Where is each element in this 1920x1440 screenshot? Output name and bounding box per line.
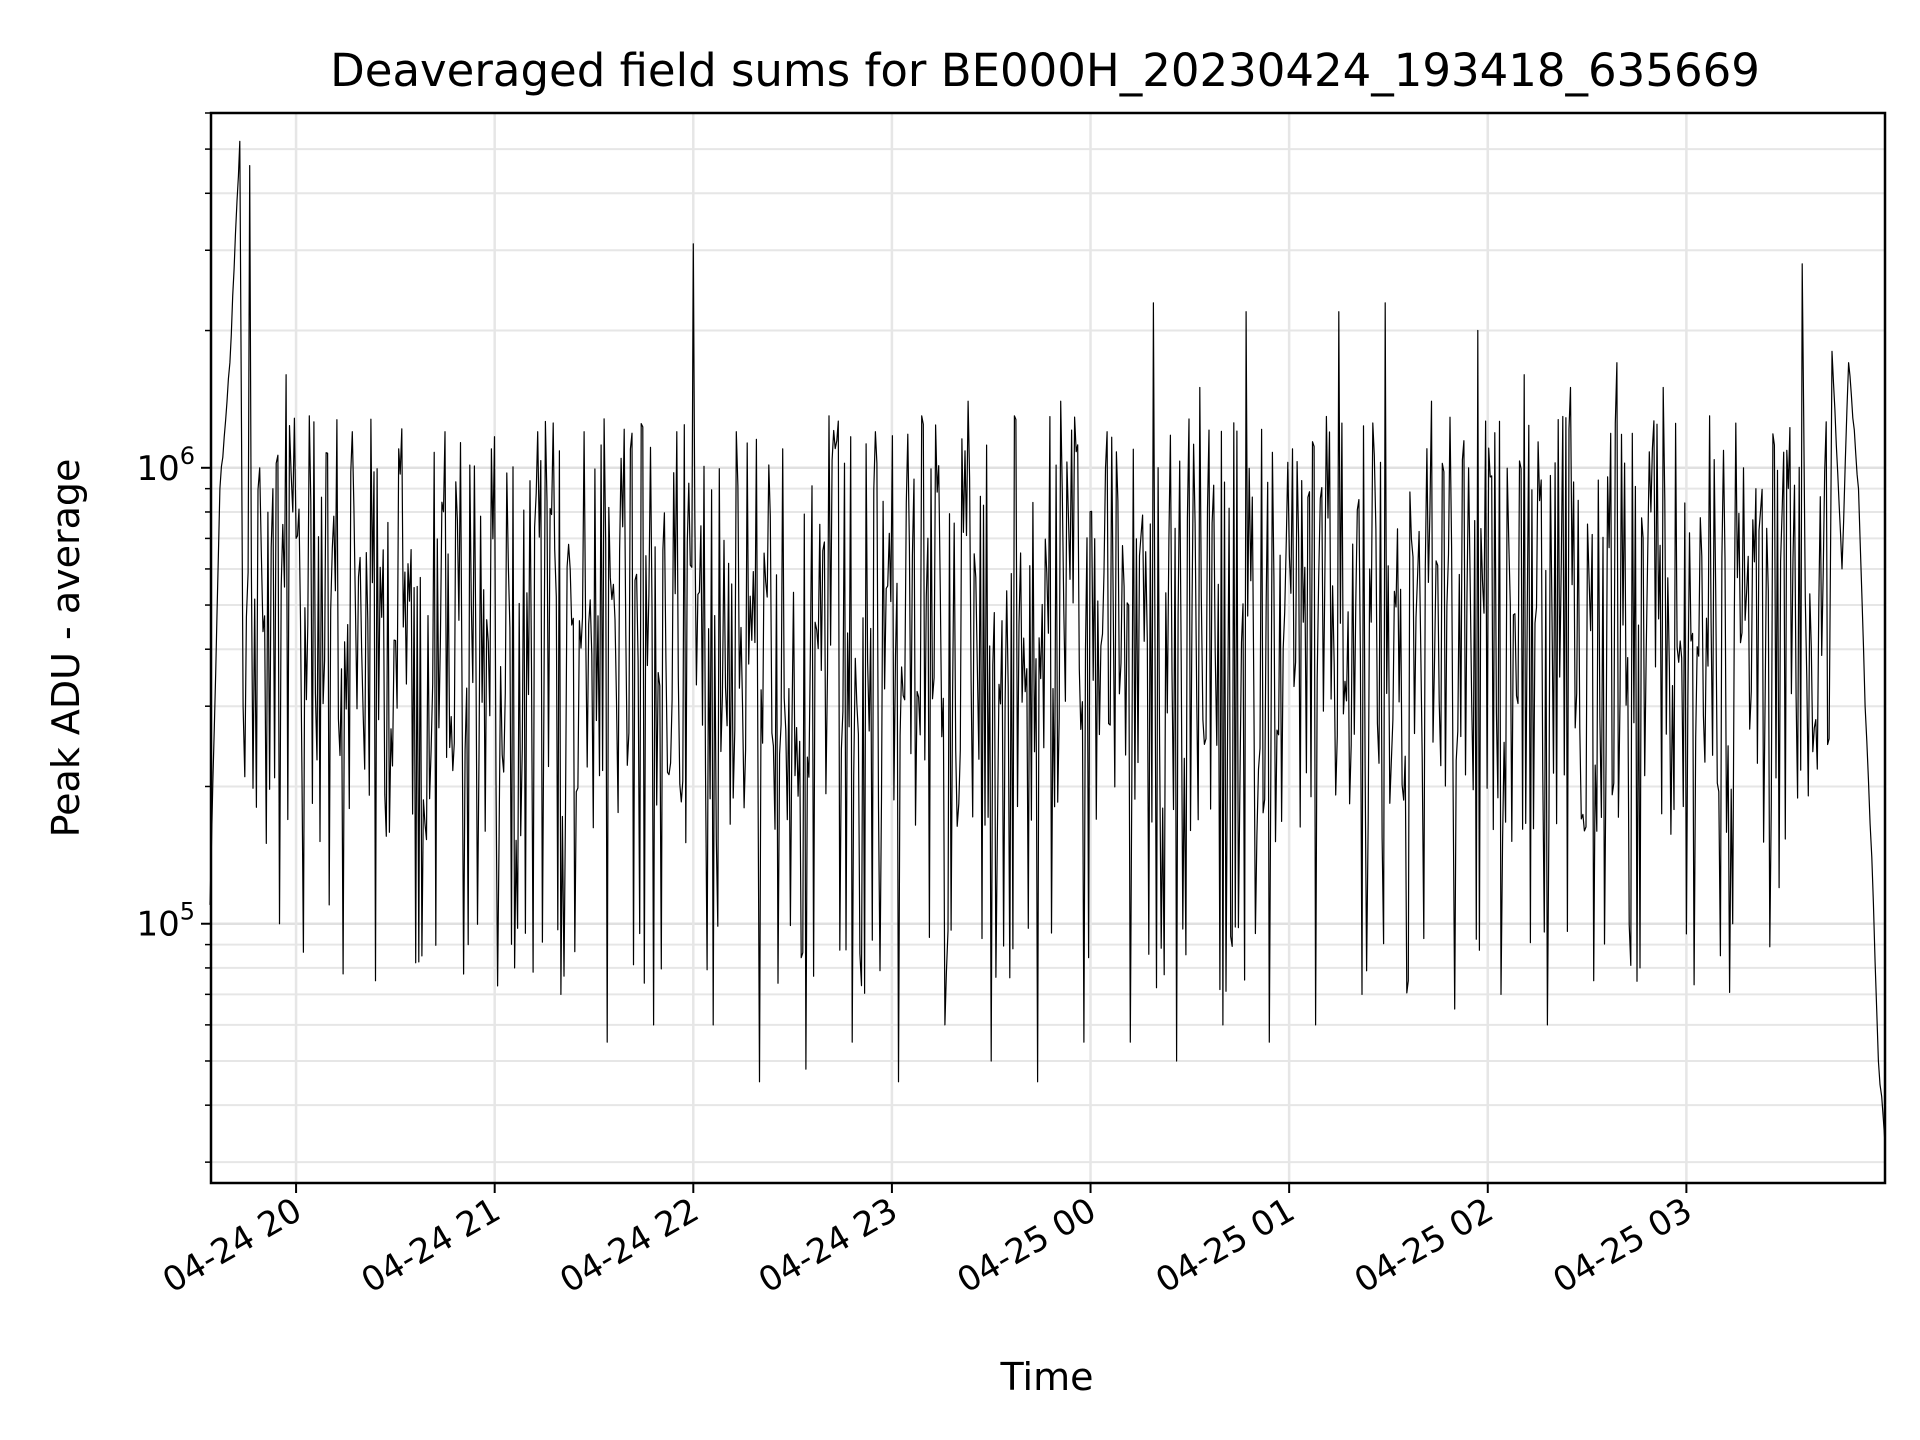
y-axis-label: Peak ADU - average	[44, 459, 88, 838]
y-tick-label: 106	[136, 442, 195, 489]
chart-title: Deaveraged field sums for BE000H_2023042…	[330, 44, 1760, 97]
x-axis-label: Time	[1000, 1355, 1094, 1399]
y-tick-label: 105	[136, 898, 195, 945]
series-line	[209, 140, 1886, 1144]
data-layer	[209, 140, 1886, 1144]
plot-frame	[209, 111, 1887, 1185]
